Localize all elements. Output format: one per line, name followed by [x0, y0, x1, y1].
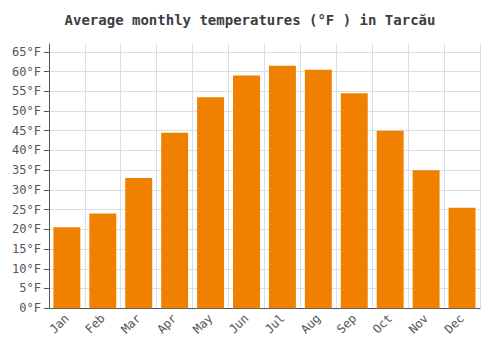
- svg-text:5°F: 5°F: [19, 281, 41, 295]
- svg-text:May: May: [190, 311, 215, 336]
- svg-text:25°F: 25°F: [12, 203, 41, 217]
- svg-text:Oct: Oct: [370, 311, 395, 336]
- svg-text:Sep: Sep: [334, 311, 359, 336]
- svg-text:60°F: 60°F: [12, 65, 41, 79]
- svg-text:50°F: 50°F: [12, 104, 41, 118]
- svg-text:35°F: 35°F: [12, 163, 41, 177]
- svg-text:65°F: 65°F: [12, 45, 41, 59]
- svg-text:10°F: 10°F: [12, 262, 41, 276]
- svg-text:20°F: 20°F: [12, 222, 41, 236]
- svg-text:Average monthly temperatures (: Average monthly temperatures (°F ) in Ta…: [65, 12, 436, 28]
- svg-text:Feb: Feb: [83, 311, 108, 336]
- svg-text:Mar: Mar: [118, 311, 143, 336]
- svg-text:Jul: Jul: [262, 311, 287, 336]
- svg-text:Aug: Aug: [298, 311, 323, 336]
- svg-text:30°F: 30°F: [12, 183, 41, 197]
- svg-text:45°F: 45°F: [12, 124, 41, 138]
- svg-text:55°F: 55°F: [12, 84, 41, 98]
- svg-text:Jan: Jan: [47, 311, 72, 336]
- svg-text:Nov: Nov: [406, 311, 431, 336]
- svg-text:0°F: 0°F: [19, 301, 41, 315]
- svg-text:15°F: 15°F: [12, 242, 41, 256]
- svg-text:40°F: 40°F: [12, 143, 41, 157]
- svg-text:Apr: Apr: [154, 311, 179, 336]
- svg-text:Jun: Jun: [226, 311, 251, 336]
- svg-text:Dec: Dec: [442, 311, 467, 336]
